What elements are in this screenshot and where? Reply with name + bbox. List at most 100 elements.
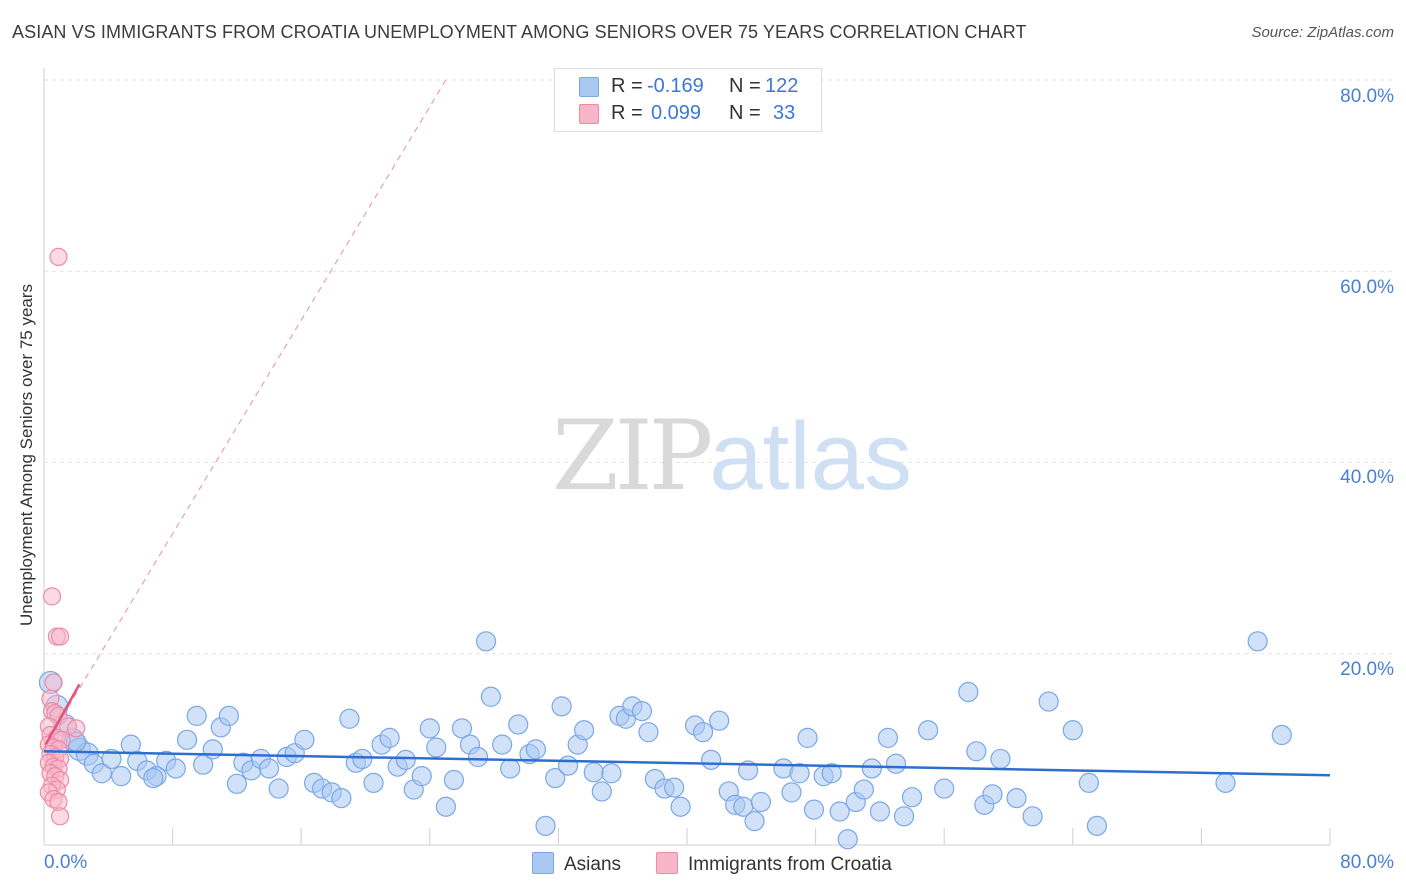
asian-point (411, 766, 432, 787)
asian-point (1038, 691, 1059, 712)
y-tick-20: 20.0% (1340, 659, 1394, 680)
asian-point (535, 815, 556, 836)
croatia-trend-line (44, 683, 81, 746)
asian-point (982, 784, 1003, 805)
asian-point (186, 705, 207, 727)
asian-point (638, 722, 659, 743)
bottom-swatch-asians (532, 852, 554, 874)
y-tick-40: 40.0% (1340, 467, 1394, 488)
asian-point (268, 778, 289, 799)
asian-point (664, 777, 685, 798)
asian-point (111, 766, 132, 787)
asian-point (331, 788, 352, 809)
legend-r-value: -0.169 (647, 75, 704, 97)
watermark-atlas: atlas (709, 403, 912, 510)
watermark: ZIPatlas (552, 400, 912, 512)
chart-title: ASIAN VS IMMIGRANTS FROM CROATIA UNEMPLO… (12, 22, 1027, 42)
asian-point (1086, 815, 1108, 836)
asian-point (789, 763, 810, 784)
y-axis-label: Unemployment Among Seniors over 75 years (17, 283, 36, 627)
legend-n-value: 122 (765, 75, 799, 97)
asian-point (692, 722, 714, 743)
bottom-legend-asians: Asians (532, 852, 621, 876)
asian-point (1215, 772, 1236, 793)
asian-point (966, 741, 987, 762)
asian-point (419, 718, 440, 739)
x-tick-80: 80.0% (1340, 852, 1394, 873)
asian-point (821, 763, 842, 784)
asian-point (1078, 772, 1099, 793)
x-tick-0: 0.0% (44, 852, 88, 873)
asian-point (990, 748, 1011, 770)
asian-point (1022, 806, 1043, 827)
asian-point (395, 749, 416, 770)
asian-point (750, 791, 772, 813)
legend-swatch-croatia (579, 104, 599, 124)
asian-point (451, 718, 473, 739)
asian-point (631, 701, 653, 722)
asian-point (1271, 724, 1292, 746)
asian-point (339, 708, 360, 729)
asian-point (853, 779, 874, 800)
asian-point (467, 746, 489, 768)
asian-point (591, 781, 612, 802)
source-label: Source: ZipAtlas.com (1251, 24, 1394, 41)
asian-point (877, 727, 899, 749)
asian-point (797, 727, 818, 749)
croatia-point (50, 807, 70, 826)
asian-point (218, 705, 239, 727)
legend-n-label: N = (729, 102, 761, 124)
correlation-legend: R = -0.169 N = 122 R = 0.099 N = 33 (554, 68, 822, 132)
legend-n-value: 33 (773, 102, 796, 124)
asian-point (918, 720, 939, 741)
asian-point (803, 799, 825, 820)
asian-point (958, 681, 979, 703)
asian-point (893, 806, 915, 827)
legend-n-label: N = (729, 75, 761, 97)
asian-point (202, 739, 223, 760)
asian-point (869, 801, 891, 822)
asian-point (294, 729, 315, 750)
croatia-point (42, 587, 62, 606)
bottom-legend-croatia: Immigrants from Croatia (656, 852, 892, 876)
asian-point (1006, 788, 1027, 809)
asians-trend-line (43, 750, 1331, 777)
y-tick-60: 60.0% (1340, 277, 1394, 298)
asian-point (1247, 631, 1268, 652)
legend-r-label: R = (611, 102, 643, 124)
asian-point (837, 829, 858, 850)
axes (43, 68, 1331, 846)
croatia-trend-dashed (45, 79, 447, 745)
asian-point (829, 801, 850, 822)
asian-point (426, 737, 447, 758)
croatia-point (44, 673, 63, 692)
croatia-points (39, 247, 86, 826)
asian-point (781, 782, 802, 803)
asians-points (38, 631, 1292, 850)
asian-point (508, 714, 529, 735)
y-tick-80: 80.0% (1340, 86, 1394, 107)
asian-point (91, 763, 112, 784)
asian-point (525, 739, 546, 760)
legend-swatch-asians (579, 77, 599, 97)
asian-point (709, 710, 730, 731)
asian-point (934, 778, 955, 799)
asian-point (143, 767, 164, 789)
croatia-point (49, 247, 68, 267)
asian-point (101, 748, 122, 770)
asian-point (744, 810, 765, 832)
bottom-swatch-croatia (656, 852, 678, 874)
asian-point (352, 748, 373, 770)
bottom-legend-label: Immigrants from Croatia (688, 854, 892, 875)
asian-point (701, 749, 722, 770)
asian-point (435, 796, 456, 817)
asian-point (670, 796, 691, 817)
asian-point (885, 753, 907, 774)
asian-point (443, 769, 465, 791)
asian-point (545, 767, 566, 789)
asian-point (258, 758, 280, 779)
asian-point (557, 755, 579, 776)
legend-r-value: 0.099 (651, 102, 702, 124)
asian-point (165, 758, 186, 779)
